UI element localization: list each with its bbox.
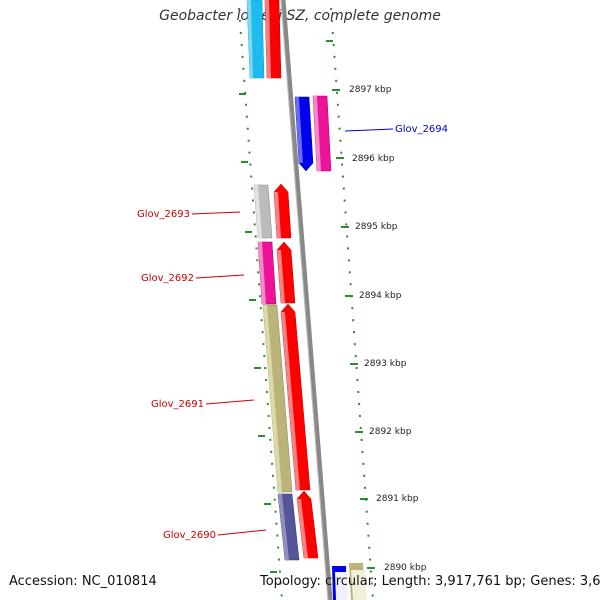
gene-label-glov-2690[interactable]: Glov_2690 [163,530,216,541]
gene-glov-2694-blue[interactable] [294,96,314,172]
gene-cream-bottom[interactable] [349,563,367,600]
map-title: Geobacter lovleyi SZ, complete genome [159,8,441,24]
scale-label-2892: 2892 kbp [369,427,412,437]
scale-label-2891: 2891 kbp [376,494,419,504]
accession-text: Accession: NC_010814 [9,574,157,589]
scale-label-2896: 2896 kbp [352,154,395,164]
gene-glov-2690-red[interactable] [296,490,319,559]
gene-label-glov-2692[interactable]: Glov_2692 [141,273,194,284]
leader-line-glov-2690 [217,529,267,536]
genome-backbone [280,0,333,600]
leader-line-glov-2691 [205,399,255,405]
gene-glov-2692-red[interactable] [276,241,296,304]
gene-red-top[interactable] [264,0,282,79]
scale-label-2897: 2897 kbp [349,85,392,95]
gene-cyan-top[interactable] [246,0,265,79]
gene-label-glov-2691[interactable]: Glov_2691 [151,399,204,410]
topology-text: Topology: circular; Length: 3,917,761 bp… [260,574,600,589]
gene-glov-2693-grey[interactable] [253,184,273,239]
gene-blue-bottom[interactable] [332,566,348,600]
gene-glov-2691-red[interactable] [280,303,311,491]
leader-line-glov-2692 [195,274,245,279]
scale-label-2890: 2890 kbp [384,563,427,573]
gene-glov-2690-navy[interactable] [277,493,300,561]
outer-major-ticks [326,40,375,569]
gene-label-glov-2694[interactable]: Glov_2694 [395,124,448,135]
outer-tick-ring [330,7,374,600]
gene-label-glov-2693[interactable]: Glov_2693 [137,209,190,220]
gene-glov-2693-red[interactable] [273,183,292,239]
gene-glov-2692-magenta[interactable] [257,241,277,305]
scale-label-2894: 2894 kbp [359,291,402,301]
gene-glov-2691-olive[interactable] [262,304,293,493]
inner-major-ticks [239,93,277,573]
leader-line-glov-2693 [191,211,241,215]
scale-label-2895: 2895 kbp [355,222,398,232]
scale-label-2893: 2893 kbp [364,359,407,369]
gene-glov-2694-magenta[interactable] [312,95,332,172]
leader-line-glov-2694 [344,128,394,132]
